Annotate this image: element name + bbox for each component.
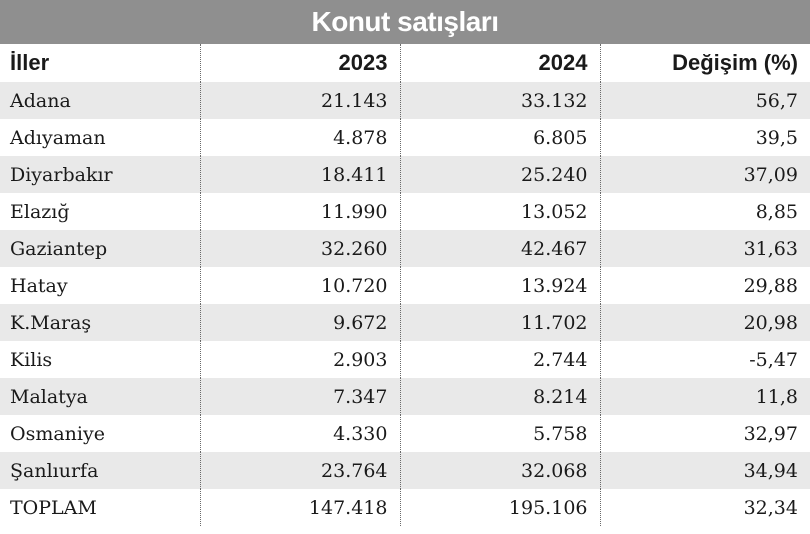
- change-percent: -5,47: [599, 341, 810, 378]
- total-row: TOPLAM 147.418 195.106 32,34: [0, 489, 810, 526]
- province-name: Elazığ: [0, 193, 200, 230]
- sales-2023: 23.764: [199, 452, 400, 489]
- table-row: Diyarbakır 18.411 25.240 37,09: [0, 156, 810, 193]
- table-row: Adıyaman 4.878 6.805 39,5: [0, 119, 810, 156]
- change-percent: 31,63: [599, 230, 810, 267]
- total-2024: 195.106: [399, 489, 600, 526]
- province-name: Adana: [0, 82, 200, 119]
- sales-2024: 5.758: [399, 415, 600, 452]
- sales-2024: 8.214: [399, 378, 600, 415]
- sales-2024: 13.924: [399, 267, 600, 304]
- province-name: Kilis: [0, 341, 200, 378]
- header-2023: 2023: [199, 44, 400, 82]
- province-name: Hatay: [0, 267, 200, 304]
- province-name: K.Maraş: [0, 304, 200, 341]
- change-percent: 37,09: [599, 156, 810, 193]
- total-2023: 147.418: [199, 489, 400, 526]
- total-label: TOPLAM: [0, 489, 200, 526]
- table-row: Hatay 10.720 13.924 29,88: [0, 267, 810, 304]
- header-2024: 2024: [399, 44, 600, 82]
- change-percent: 8,85: [599, 193, 810, 230]
- sales-2024: 32.068: [399, 452, 600, 489]
- sales-2024: 11.702: [399, 304, 600, 341]
- province-name: Şanlıurfa: [0, 452, 200, 489]
- sales-2023: 11.990: [199, 193, 400, 230]
- table-row: Kilis 2.903 2.744 -5,47: [0, 341, 810, 378]
- province-name: Osmaniye: [0, 415, 200, 452]
- sales-2024: 13.052: [399, 193, 600, 230]
- table-row: Şanlıurfa 23.764 32.068 34,94: [0, 452, 810, 489]
- change-percent: 20,98: [599, 304, 810, 341]
- sales-2024: 25.240: [399, 156, 600, 193]
- province-name: Gaziantep: [0, 230, 200, 267]
- province-name: Diyarbakır: [0, 156, 200, 193]
- table-row: Elazığ 11.990 13.052 8,85: [0, 193, 810, 230]
- table-row: Gaziantep 32.260 42.467 31,63: [0, 230, 810, 267]
- change-percent: 39,5: [599, 119, 810, 156]
- sales-2024: 42.467: [399, 230, 600, 267]
- table-title: Konut satışları: [0, 0, 810, 44]
- header-row: İller 2023 2024 Değişim (%): [0, 44, 810, 82]
- sales-2024: 2.744: [399, 341, 600, 378]
- province-name: Malatya: [0, 378, 200, 415]
- sales-2023: 9.672: [199, 304, 400, 341]
- sales-2023: 32.260: [199, 230, 400, 267]
- sales-2023: 18.411: [199, 156, 400, 193]
- table-row: K.Maraş 9.672 11.702 20,98: [0, 304, 810, 341]
- sales-2023: 4.878: [199, 119, 400, 156]
- header-province: İller: [0, 44, 200, 82]
- table-row: Adana 21.143 33.132 56,7: [0, 82, 810, 119]
- sales-2024: 6.805: [399, 119, 600, 156]
- sales-2023: 2.903: [199, 341, 400, 378]
- province-name: Adıyaman: [0, 119, 200, 156]
- sales-2023: 21.143: [199, 82, 400, 119]
- table-row: Malatya 7.347 8.214 11,8: [0, 378, 810, 415]
- sales-2023: 4.330: [199, 415, 400, 452]
- header-change-percent: Değişim (%): [599, 44, 810, 82]
- sales-2024: 33.132: [399, 82, 600, 119]
- sales-2023: 7.347: [199, 378, 400, 415]
- change-percent: 11,8: [599, 378, 810, 415]
- change-percent: 56,7: [599, 82, 810, 119]
- change-percent: 29,88: [599, 267, 810, 304]
- sales-2023: 10.720: [199, 267, 400, 304]
- change-percent: 32,97: [599, 415, 810, 452]
- table-row: Osmaniye 4.330 5.758 32,97: [0, 415, 810, 452]
- housing-sales-table: İller 2023 2024 Değişim (%) Adana 21.143…: [0, 44, 810, 526]
- change-percent: 34,94: [599, 452, 810, 489]
- total-change-percent: 32,34: [599, 489, 810, 526]
